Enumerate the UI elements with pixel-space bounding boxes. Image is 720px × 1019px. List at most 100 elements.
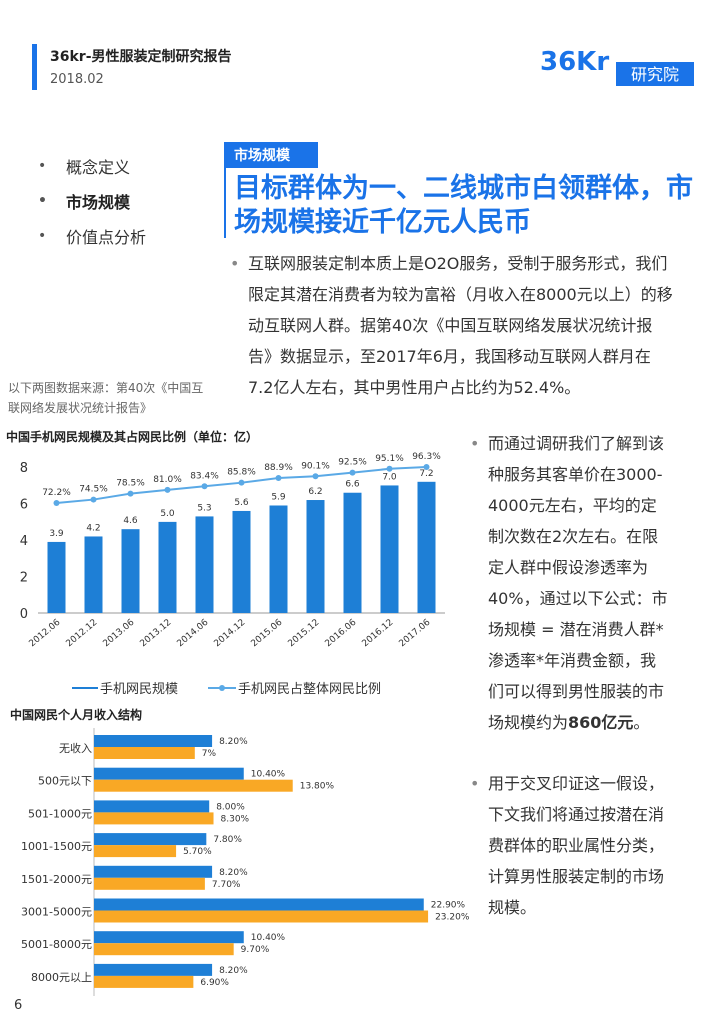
mobile-netizen-chart: 0 2 4 6 8 3.9 72.2% 2012.06 4.2 74.5% 2012.12 4.6 78… [20, 452, 445, 697]
bar-series-2 [94, 943, 234, 956]
category-label: 1001-1500元 [21, 840, 92, 853]
bar-value-label: 10.40% [251, 933, 286, 943]
bar-value-label: 5.70% [183, 847, 212, 857]
nav-item-concept[interactable]: • 概念定义 [38, 148, 146, 183]
y-tick-label: 2 [20, 571, 28, 586]
legend-line-label: 手机网民占整体网民比例 [238, 682, 381, 697]
bar-value-label: 8.20% [219, 737, 248, 747]
bar-value-label: 6.2 [308, 487, 322, 497]
bar [343, 492, 362, 613]
bar-series-2 [94, 975, 194, 988]
category-label: 8000元以上 [31, 971, 92, 984]
x-tick-label: 2017.06 [397, 617, 432, 649]
section-tag: 市场规模 [226, 142, 318, 168]
bullet-dot: • [230, 254, 240, 273]
bar-value-label: 5.0 [160, 509, 175, 519]
line-value-label: 88.9% [264, 463, 293, 473]
bullet-dot: • [470, 434, 480, 453]
bar-series-1 [94, 865, 213, 878]
bar-series-1 [94, 963, 213, 976]
bar-value-label: 8.20% [219, 868, 248, 878]
nav-item-value-analysis[interactable]: • 价值点分析 [38, 218, 146, 253]
chart2-title: 中国网民个人月收入结构 [10, 708, 143, 722]
paragraph-text: 互联网服装定制本质上是O2O服务，受制于服务形式，我们限定其潜在消费者为较为富裕… [248, 254, 673, 397]
bar-value-label: 5.3 [197, 503, 211, 513]
nav-bullet: • [38, 192, 47, 209]
bar-value-label: 6.6 [345, 480, 360, 490]
bar [121, 529, 140, 613]
bar-value-label: 13.80% [300, 782, 335, 792]
legend-bar-label: 手机网民规模 [100, 682, 178, 697]
y-tick-label: 4 [20, 534, 28, 549]
nav-item-label: 概念定义 [66, 157, 131, 177]
line-point [53, 500, 60, 506]
line-value-label: 90.1% [301, 461, 330, 471]
x-tick-label: 2016.12 [360, 618, 395, 650]
bar-value-label: 7.2 [419, 469, 433, 479]
market-size-value: 860亿元 [568, 713, 634, 732]
bar-value-label: 3.9 [49, 529, 64, 539]
bar-series-2 [94, 877, 205, 890]
bar-value-label: 7.80% [213, 835, 242, 845]
line-value-label: 78.5% [116, 479, 145, 489]
x-tick-label: 2012.06 [27, 617, 62, 649]
bullet-dot: • [470, 774, 480, 793]
line-value-label: 72.2% [42, 488, 71, 498]
bar [158, 521, 177, 613]
category-label: 5001-8000元 [21, 938, 92, 951]
bar-series-2 [94, 845, 177, 858]
line-point [386, 465, 393, 472]
bar [417, 481, 436, 613]
bar-series-1 [94, 800, 210, 813]
paragraph-estimate: • 而通过调研我们了解到该种服务其客单价在3000-4000元左右，平均的定制次… [470, 428, 668, 738]
nav-bullet: • [38, 227, 47, 244]
logo-main-text: 36Kr [540, 47, 609, 77]
x-tick-label: 2012.12 [64, 618, 99, 650]
section-nav: • 概念定义 • 市场规模 • 价值点分析 [38, 148, 146, 253]
line-point [127, 490, 134, 497]
bar-value-label: 9.70% [241, 945, 270, 955]
chart1-title: 中国手机网民规模及其占网民比例（单位：亿） [6, 430, 259, 444]
x-tick-label: 2013.06 [101, 617, 136, 649]
bar-series-1 [94, 898, 424, 911]
bar-value-label: 8.00% [216, 802, 245, 812]
bar [306, 500, 325, 613]
line-value-label: 95.1% [375, 454, 404, 464]
bar-value-label: 7% [202, 749, 217, 759]
bar [380, 485, 399, 613]
category-label: 1501-2000元 [21, 873, 92, 886]
category-label: 501-1000元 [28, 807, 92, 820]
nav-item-market-size[interactable]: • 市场规模 [38, 183, 146, 218]
line-value-label: 92.5% [338, 458, 367, 468]
section-headline: 目标群体为一、二线城市白领群体，市场规模接近千亿元人民币 [234, 173, 693, 238]
line-point [312, 473, 319, 480]
legend-line-marker [219, 685, 225, 691]
x-tick-label: 2014.06 [175, 617, 210, 649]
category-label: 500元以下 [38, 775, 92, 788]
nav-item-label: 价值点分析 [66, 227, 147, 247]
line-point [423, 464, 430, 470]
logo-sub-box [616, 62, 694, 86]
bar-value-label: 4.2 [86, 523, 100, 533]
line-value-label: 96.3% [412, 452, 441, 462]
line-point [90, 496, 97, 503]
line-value-label: 85.8% [227, 468, 256, 478]
bar-series-1 [94, 767, 244, 780]
section-divider [224, 142, 226, 238]
bar-series-2 [94, 812, 214, 825]
x-tick-label: 2016.06 [323, 617, 358, 649]
page-number: 6 [14, 998, 23, 1013]
bar-value-label: 22.90% [431, 901, 466, 911]
data-source-note: 以下两图数据来源：第40次《中国互联网络发展状况统计报告》 [8, 381, 204, 415]
line-point [275, 475, 282, 482]
bar-value-label: 4.6 [123, 516, 138, 526]
bar [195, 516, 214, 613]
line-point [164, 486, 171, 493]
bar-value-label: 5.9 [271, 492, 286, 502]
category-label: 无收入 [59, 741, 92, 755]
bar [84, 536, 103, 613]
x-tick-label: 2015.12 [286, 618, 321, 650]
paragraph-text-end: 。 [633, 713, 650, 732]
paragraph-text: 而通过调研我们了解到该种服务其客单价在3000-4000元左右，平均的定制次数在… [488, 434, 668, 732]
bar-value-label: 7.0 [382, 472, 397, 482]
